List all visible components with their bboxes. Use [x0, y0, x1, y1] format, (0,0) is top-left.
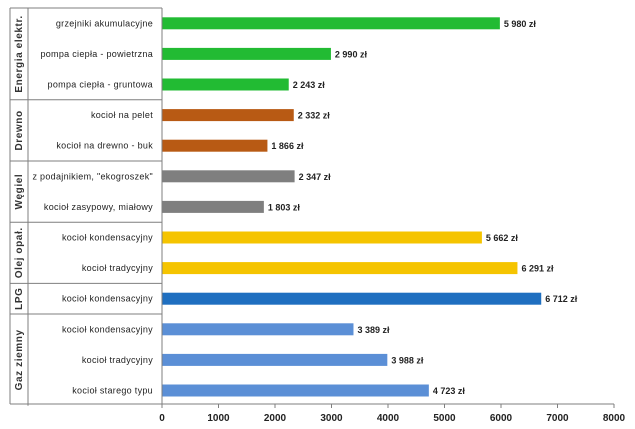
- category-label: kocioł tradycyjny: [82, 263, 153, 273]
- group-label: Gaz ziemny: [14, 329, 25, 390]
- bar: [162, 109, 294, 122]
- group-label: Węgiel: [14, 174, 25, 210]
- category-label: kocioł na pelet: [91, 110, 153, 120]
- value-label: 2 332 zł: [298, 111, 331, 121]
- category-label: kocioł kondensacyjny: [62, 294, 153, 304]
- bar: [162, 17, 500, 30]
- bar: [162, 353, 388, 366]
- category-label: z podajnikiem, "ekogroszek": [32, 171, 153, 181]
- value-label: 2 347 zł: [299, 172, 332, 182]
- bar: [162, 170, 295, 183]
- category-label: kocioł tradycyjny: [82, 355, 153, 365]
- bar-layer: [162, 17, 542, 397]
- value-label: 2 990 zł: [335, 49, 368, 59]
- bar: [162, 139, 268, 152]
- x-axis: 0 1000 2000 3000 4000 5000 6000 7000 8000: [159, 8, 626, 424]
- bar: [162, 323, 354, 336]
- value-label: 1 866 zł: [271, 141, 304, 151]
- value-label: 3 988 zł: [391, 355, 424, 365]
- x-tick-label: 8000: [603, 413, 626, 424]
- value-label-layer: 5 980 zł 2 990 zł 2 243 zł 2 332 zł 1 866 zł…: [268, 19, 578, 396]
- group-label: LPG: [14, 288, 25, 310]
- value-label: 6 291 zł: [521, 264, 554, 274]
- value-label: 1 803 zł: [268, 202, 301, 212]
- category-label: kocioł na drewno - buk: [56, 141, 153, 151]
- category-label: kocioł kondensacyjny: [62, 324, 153, 334]
- bar: [162, 78, 289, 91]
- bar: [162, 262, 518, 275]
- value-label: 5 662 zł: [486, 233, 519, 243]
- group-label: Energia elektr.: [14, 15, 25, 92]
- bar: [162, 231, 482, 244]
- x-tick-label: 5000: [433, 413, 456, 424]
- category-label: kocioł zasypowy, miałowy: [44, 202, 153, 212]
- x-tick-label: 2000: [264, 413, 287, 424]
- group-label: Drewno: [14, 110, 25, 150]
- bar: [162, 384, 429, 397]
- x-tick-label: 7000: [546, 413, 569, 424]
- category-label: kocioł starego typu: [72, 386, 153, 396]
- bar: [162, 292, 542, 305]
- bar: [162, 47, 331, 60]
- value-label: 3 389 zł: [357, 325, 390, 335]
- value-label: 5 980 zł: [504, 19, 537, 29]
- category-label: pompa ciepła - powietrzna: [40, 49, 153, 59]
- x-tick-label: 3000: [320, 413, 343, 424]
- category-label: kocioł kondensacyjny: [62, 233, 153, 243]
- category-label: pompa ciepła - gruntowa: [48, 80, 153, 90]
- value-label: 6 712 zł: [545, 294, 578, 304]
- category-label-layer: grzejniki akumulacyjne pompa ciepła - pow…: [32, 18, 153, 396]
- value-label: 4 723 zł: [433, 386, 466, 396]
- category-label: grzejniki akumulacyjne: [56, 18, 153, 28]
- group-label: Olej opał.: [14, 227, 25, 278]
- x-tick-label: 0: [159, 413, 165, 424]
- bar: [162, 200, 264, 213]
- group-label-layer: Energia elektr. Drewno Węgiel Olej opał. LPG…: [9, 7, 162, 406]
- x-tick-label: 4000: [377, 413, 400, 424]
- x-tick-label: 6000: [490, 413, 513, 424]
- x-tick-label: 1000: [207, 413, 230, 424]
- value-label: 2 243 zł: [293, 80, 326, 90]
